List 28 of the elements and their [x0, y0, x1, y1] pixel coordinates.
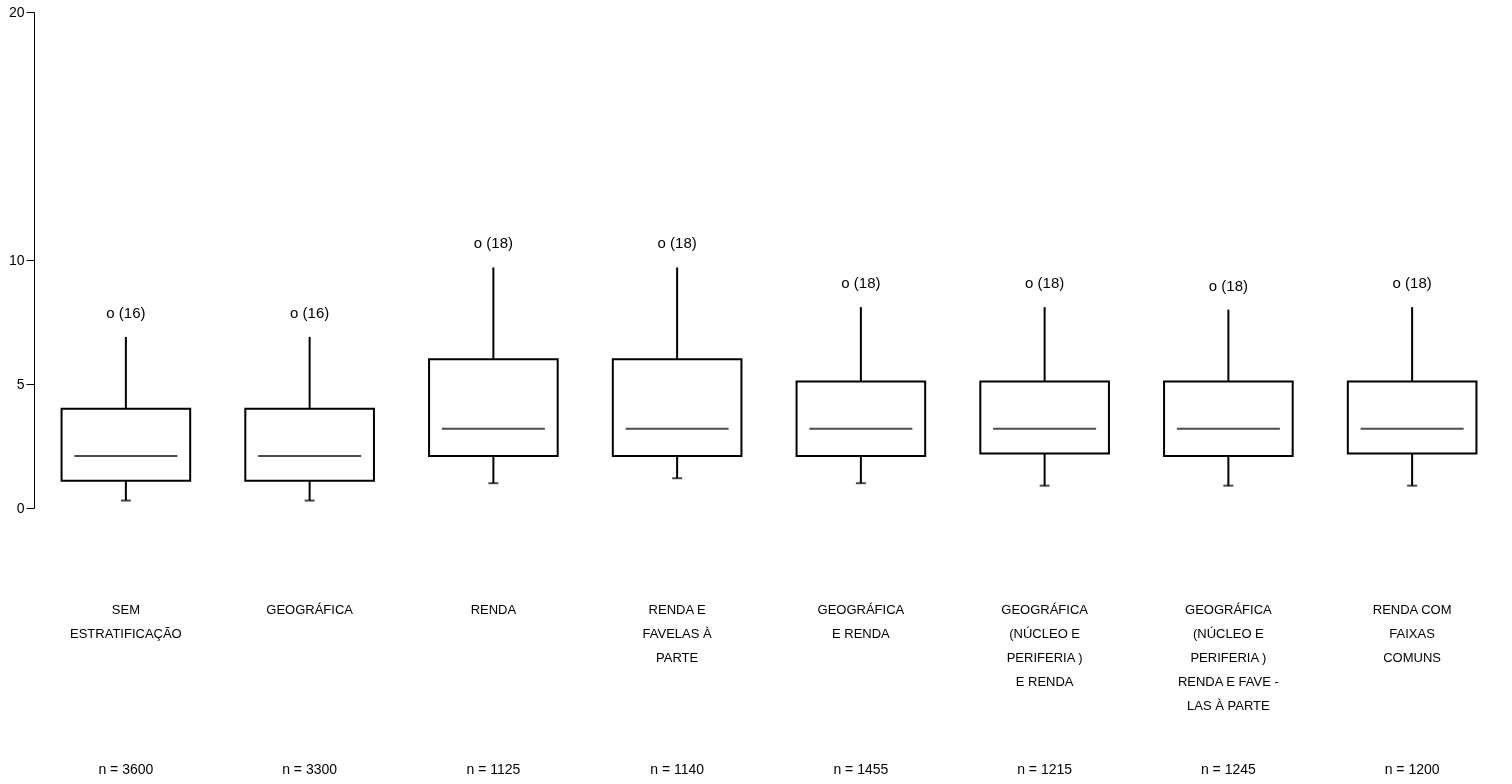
annotation: o (18) [1392, 274, 1432, 292]
text: n = 1125 [466, 761, 521, 777]
x-tick-label: RENDA [470, 601, 517, 617]
x-tick-label: GEOGRÁFICA (NÚCLEO E PERIFERIA ) E RENDA [1001, 601, 1089, 689]
y-tick-label: 0 [16, 499, 25, 516]
x-tick-label: RENDA E FAVELAS À PARTE [642, 601, 713, 665]
y-tick-label: 20 [8, 3, 25, 20]
text: n = 3600 [98, 761, 154, 777]
annotation: o (18) [473, 234, 513, 252]
y-tick-label: 10 [8, 251, 25, 268]
annotation: o (18) [841, 274, 881, 292]
annotation: o (18) [1025, 274, 1065, 292]
text: n = 1200 [1384, 761, 1440, 777]
x-tick-label: GEOGRÁFICA [266, 601, 354, 617]
x-tick-label: SEM ESTRATIFICAÇÃO [70, 601, 182, 641]
text: n = 1215 [1017, 761, 1073, 777]
y-tick-label: 5 [16, 375, 25, 392]
text: n = 1140 [650, 761, 705, 777]
x-tick-label: RENDA COM FAIXAS COMUNS [1372, 601, 1452, 665]
text: n = 1245 [1200, 761, 1257, 777]
annotation: o (18) [657, 234, 697, 252]
text: n = 3300 [282, 761, 338, 777]
text: n = 1455 [833, 761, 889, 777]
annotation: o (16) [290, 303, 330, 321]
x-tick-label: GEOGRÁFICA E RENDA [817, 601, 905, 641]
x-tick-label: GEOGRÁFICA (NÚCLEO E PERIFERIA ) RENDA E FAVE - LAS À PARTE [1177, 601, 1279, 713]
annotation: o (18) [1208, 276, 1248, 294]
annotation: o (16) [106, 303, 146, 321]
